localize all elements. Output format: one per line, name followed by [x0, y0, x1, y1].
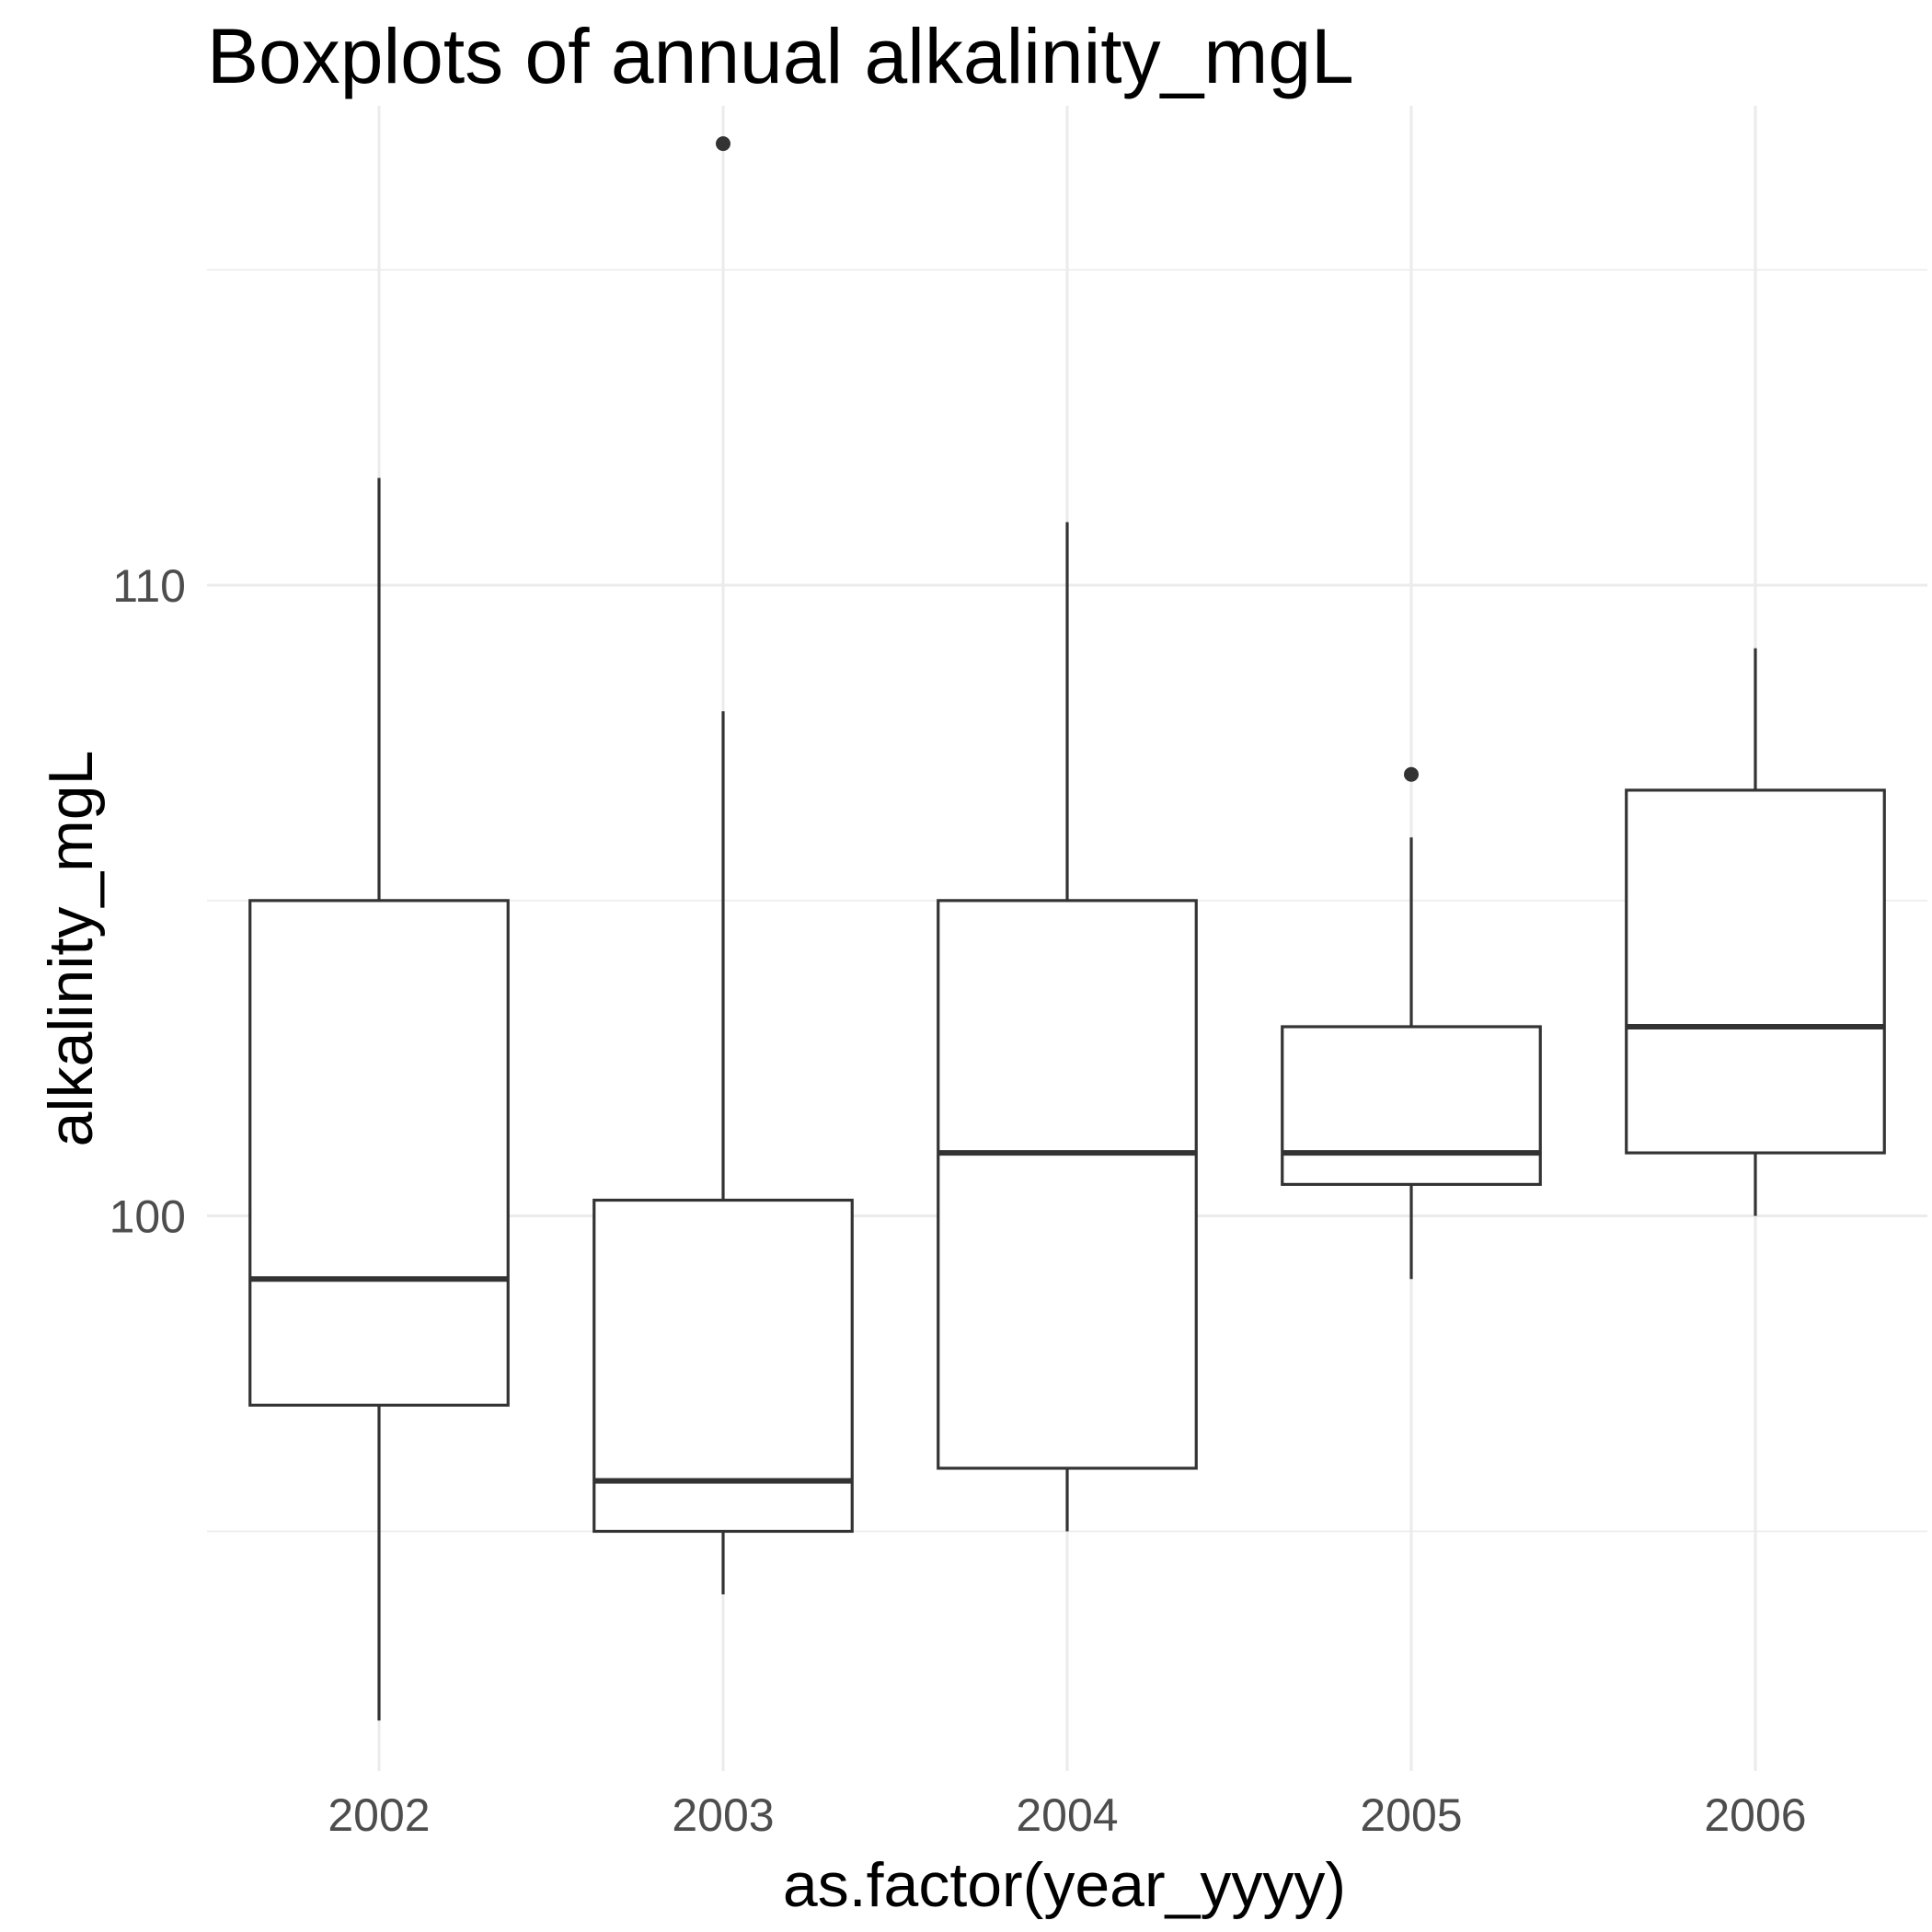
chart-title: Boxplots of annual alkalinity_mgL — [207, 13, 1354, 99]
x-tick-label: 2004 — [1016, 1789, 1118, 1841]
box-2005 — [1281, 766, 1542, 1280]
y-tick-label: 100 — [109, 1191, 186, 1243]
x-axis-title: as.factor(year_yyyy) — [783, 1850, 1346, 1920]
interquartile-box — [1281, 1025, 1542, 1186]
box-2006 — [1625, 648, 1886, 1216]
x-tick-label: 2005 — [1360, 1789, 1462, 1841]
outlier-point — [716, 136, 730, 152]
y-axis-title: alkalinity_mgL — [36, 751, 106, 1147]
box-2004 — [937, 522, 1198, 1532]
interquartile-box — [937, 899, 1198, 1470]
y-tick-label: 110 — [112, 560, 186, 612]
box-2002 — [248, 477, 510, 1721]
x-tick-label: 2006 — [1704, 1789, 1806, 1841]
x-tick-label: 2002 — [328, 1789, 430, 1841]
x-tick-label: 2003 — [672, 1789, 774, 1841]
interquartile-box — [592, 1198, 854, 1534]
interquartile-box — [1625, 788, 1886, 1155]
box-layer — [248, 136, 1886, 1721]
tick-layer: 100 110 2002 2003 2004 2005 2006 — [109, 560, 1807, 1841]
interquartile-box — [248, 899, 510, 1407]
outlier-point — [1404, 766, 1419, 782]
box-2003 — [592, 136, 854, 1595]
